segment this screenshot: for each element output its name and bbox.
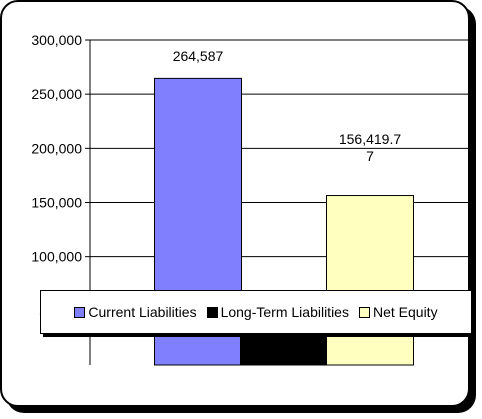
legend-label-long-term-liabilities: Long-Term Liabilities (220, 304, 349, 320)
data-labels: 264,587 40,908.00 156,419.77 (173, 48, 402, 359)
data-label-current-liabilities: 264,587 (173, 48, 224, 64)
legend-swatch-current-liabilities (74, 306, 86, 318)
y-tick-label: 250,000 (31, 86, 82, 102)
data-label-net-equity: 156,419.7 (339, 131, 401, 147)
legend-swatch-long-term-liabilities (206, 306, 218, 318)
legend-item-net-equity: Net Equity (358, 304, 438, 320)
legend-label-net-equity: Net Equity (372, 304, 438, 320)
y-tick-label: 300,000 (31, 32, 82, 48)
data-label-net-equity: 7 (366, 148, 374, 164)
data-label-long-term-liabilities: 40,908.00 (253, 343, 315, 359)
y-tick-label: 150,000 (31, 195, 82, 211)
legend-label-current-liabilities: Current Liabilities (88, 304, 197, 320)
legend-item-current-liabilities: Current Liabilities (74, 304, 197, 320)
y-tick-label: 200,000 (31, 140, 82, 156)
legend-item-long-term-liabilities: Long-Term Liabilities (206, 304, 349, 320)
y-tick-label: 100,000 (31, 249, 82, 265)
legend-swatch-net-equity (358, 306, 370, 318)
legend: Current Liabilities Long-Term Liabilitie… (40, 290, 472, 334)
y-axis-ticks: 300,000250,000200,000150,000100,00050,00… (31, 32, 90, 319)
bar-net-equity (326, 195, 414, 366)
